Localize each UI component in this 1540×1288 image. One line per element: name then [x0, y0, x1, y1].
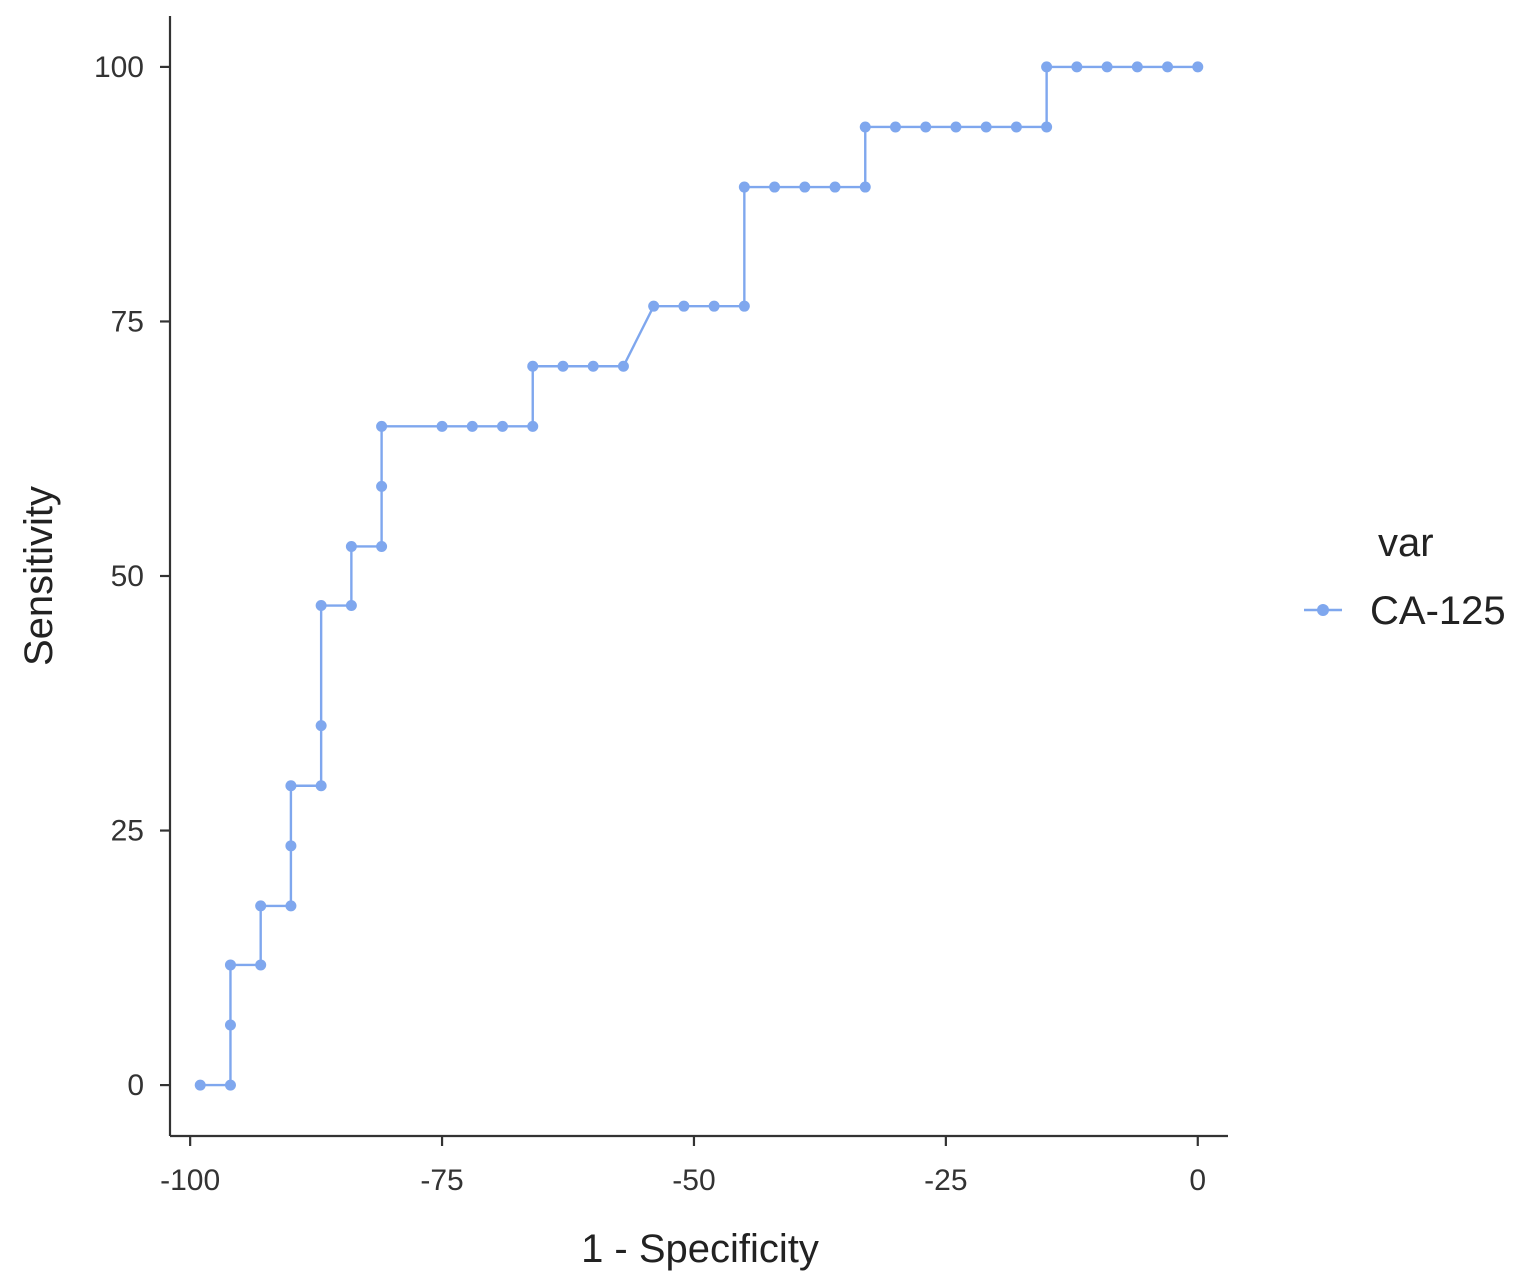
roc-point [527, 420, 539, 432]
roc-point [527, 360, 539, 372]
y-tick-label: 100 [94, 51, 144, 84]
plot-area [194, 61, 1204, 1091]
roc-point [889, 121, 901, 133]
roc-point [859, 181, 871, 193]
x-tick-label: -100 [160, 1164, 220, 1197]
legend-title: var [1378, 521, 1434, 565]
roc-point [224, 1019, 236, 1031]
roc-point [285, 780, 297, 792]
y-axis-title: Sensitivity [17, 486, 61, 666]
roc-point [315, 600, 327, 612]
roc-point [345, 600, 357, 612]
y-tick-label: 25 [111, 815, 144, 848]
roc-point [466, 420, 478, 432]
roc-point [859, 121, 871, 133]
roc-point [587, 360, 599, 372]
roc-point [920, 121, 932, 133]
roc-point [950, 121, 962, 133]
x-axis-title: 1 - Specificity [581, 1227, 819, 1271]
legend-label-ca-125: CA-125 [1370, 589, 1506, 633]
y-tick-label: 50 [111, 560, 144, 593]
roc-point [980, 121, 992, 133]
legend-key-marker [1317, 604, 1329, 616]
roc-point [376, 480, 388, 492]
legend: var CA-125 [1304, 521, 1506, 633]
x-tick-label: -75 [420, 1164, 463, 1197]
roc-point [315, 780, 327, 792]
axes [168, 16, 1228, 1138]
roc-point [376, 540, 388, 552]
roc-point [769, 181, 781, 193]
roc-point [436, 420, 448, 432]
roc-point [1041, 61, 1053, 73]
y-tick-label: 75 [111, 305, 144, 338]
roc-point [1010, 121, 1022, 133]
roc-point [1192, 61, 1204, 73]
roc-point [285, 900, 297, 912]
roc-point [799, 181, 811, 193]
y-tick-label: 0 [127, 1069, 144, 1102]
roc-point [1101, 61, 1113, 73]
roc-point [224, 959, 236, 971]
roc-point [648, 300, 660, 312]
ticks: -100 -75 -50 -25 0 0 25 50 75 100 [94, 51, 1206, 1197]
roc-point [255, 959, 267, 971]
roc-point [617, 360, 629, 372]
roc-point [1131, 61, 1143, 73]
x-tick-label: 0 [1189, 1164, 1206, 1197]
roc-point [738, 181, 750, 193]
roc-point [829, 181, 841, 193]
roc-point [255, 900, 267, 912]
roc-point [285, 840, 297, 852]
x-tick-label: -50 [672, 1164, 715, 1197]
roc-curve-line [200, 65, 1198, 1087]
roc-point [708, 300, 720, 312]
roc-point [194, 1079, 206, 1091]
roc-point [1041, 121, 1053, 133]
roc-point [497, 420, 509, 432]
roc-point [376, 420, 388, 432]
roc-point [557, 360, 569, 372]
roc-point [345, 540, 357, 552]
roc-point [1162, 61, 1174, 73]
roc-point [738, 300, 750, 312]
roc-point [678, 300, 690, 312]
x-tick-label: -25 [924, 1164, 967, 1197]
roc-point [315, 720, 327, 732]
roc-point [224, 1079, 236, 1091]
roc-point [1071, 61, 1083, 73]
